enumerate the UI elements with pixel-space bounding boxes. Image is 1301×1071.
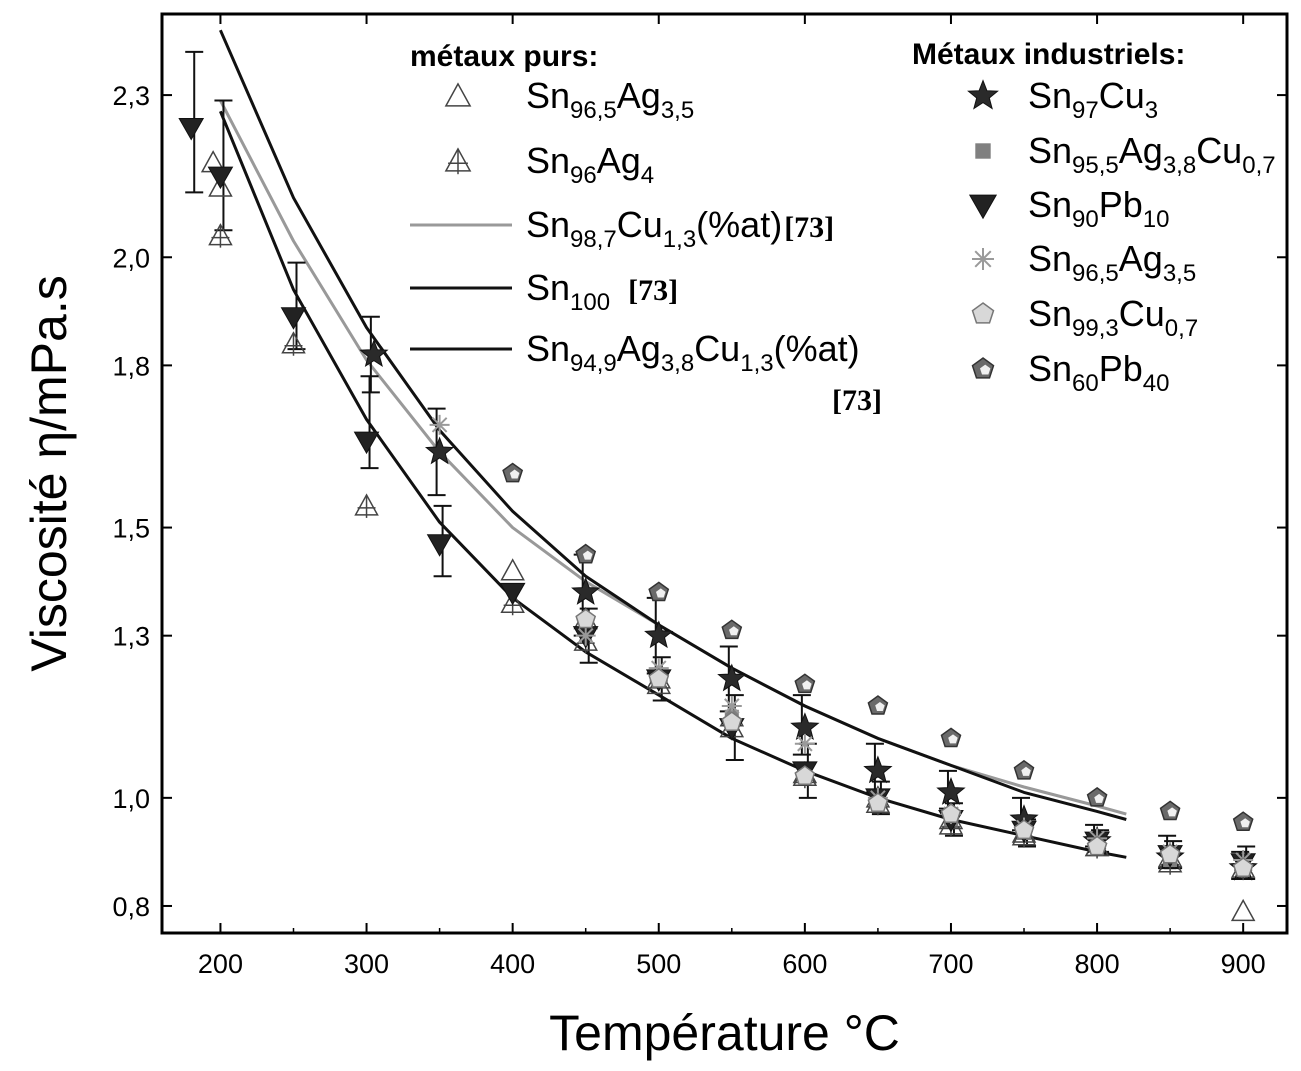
point-pentagon-dark [648, 581, 670, 602]
point-pentagon-dark [940, 727, 962, 748]
x-tick-label: 500 [636, 949, 681, 979]
legend-swatch-triangle-down [968, 194, 998, 220]
x-tick-label: 800 [1075, 949, 1120, 979]
point-pentagon-light [1232, 857, 1254, 877]
point-pentagon-light [1086, 835, 1108, 856]
point-pentagon-dark [1159, 800, 1181, 821]
legend-label: Sn100 [73] [526, 267, 678, 316]
fit-curves-layer [219, 29, 1127, 859]
plot-frame [160, 12, 1289, 935]
point-pentagon-dark [794, 673, 816, 694]
legend-swatch-triangle-open [444, 82, 472, 107]
x-tick-label: 700 [928, 949, 973, 979]
point-pentagon-dark [1013, 759, 1035, 780]
x-tick-label: 300 [344, 949, 389, 979]
point-pentagon-dark [867, 695, 889, 715]
point-pentagon-light [1159, 843, 1181, 864]
legend-pure-metals-title: métaux purs: [410, 40, 598, 73]
legend-label: Sn90Pb10 [1028, 184, 1170, 233]
y-tick-label: 1,5 [112, 514, 150, 544]
x-tick-label: 400 [490, 949, 535, 979]
point-pentagon-light [940, 803, 962, 823]
point-pentagon-dark [502, 462, 524, 483]
point-pentagon-light [1013, 819, 1035, 840]
point-pentagon-light [648, 667, 670, 688]
legend-swatch-square [975, 143, 991, 159]
y-tick-label: 1,3 [112, 622, 150, 652]
x-tick-label: 900 [1221, 949, 1266, 979]
point-pentagon-dark [721, 619, 743, 640]
legend-industrial-metals-title: Métaux industriels: [912, 38, 1185, 71]
y-axis-title: Viscosité η/mPa.s [21, 275, 77, 671]
y-tick-label: 0,8 [112, 892, 150, 922]
axes-layer: 200 300 400 500 600 700 800 900 0,8 1,0 1,3 1,5 1,8 2… [112, 14, 1287, 979]
point-asterisk [794, 733, 815, 754]
point-star [571, 576, 601, 605]
point-triangle-cross [354, 493, 379, 518]
legend-label: Sn97Cu3 [1028, 75, 1158, 124]
legend-label: Sn96Ag4 [526, 140, 654, 189]
legend-swatch-triangle-cross [444, 147, 472, 175]
point-triangle-open [1230, 898, 1256, 922]
point-pentagon-light [867, 792, 889, 813]
point-triangle-down [426, 534, 453, 557]
fit-curve-2 [219, 110, 1127, 859]
point-star [863, 755, 893, 784]
point-triangle-cross [281, 331, 306, 356]
point-pentagon-dark [1086, 786, 1108, 807]
legend-reference: [73] [832, 384, 882, 417]
point-pentagon-dark [575, 543, 597, 564]
legend-label: Sn99,3Cu0,7 [1028, 293, 1198, 342]
legend-swatch-asterisk [972, 248, 994, 270]
x-tick-label: 200 [198, 949, 243, 979]
point-star [936, 777, 966, 805]
legend-swatch-pentagon-dark [971, 357, 995, 379]
x-axis-title: Température °C [549, 1005, 900, 1061]
y-tick-label: 1,0 [112, 784, 150, 814]
point-triangle-open [500, 558, 525, 581]
point-asterisk [429, 414, 450, 435]
y-tick-label: 2,3 [112, 81, 150, 111]
point-triangle-down [353, 431, 380, 455]
point-triangle-cross [208, 223, 233, 248]
point-asterisk [575, 625, 596, 646]
point-triangle-down [499, 582, 526, 606]
fit-curve-1 [219, 29, 1127, 821]
point-star [790, 712, 820, 741]
legend-label: Sn60Pb40 [1028, 348, 1170, 397]
legend-label: Sn94,9Ag3,8Cu1,3(%at) [526, 328, 860, 377]
point-star [644, 620, 674, 649]
point-star [359, 339, 389, 368]
legend-swatch-pentagon-light [971, 302, 995, 324]
legend: Sn96,5Ag3,5 Sn96Ag4 Sn98,7Cu1,3(%at)[73] Sn… [410, 75, 1276, 417]
y-tick-label: 1,8 [112, 351, 150, 381]
point-triangle-down [178, 118, 205, 141]
point-pentagon-light [721, 711, 743, 732]
x-tick-label: 600 [782, 949, 827, 979]
legend-label: Sn96,5Ag3,5 [526, 75, 694, 124]
point-star [717, 663, 747, 692]
data-points-layer [178, 118, 1258, 922]
legend-swatch-star [967, 79, 999, 110]
point-pentagon-light [575, 608, 597, 629]
legend-label: Sn98,7Cu1,3(%at)[73] [526, 204, 834, 253]
y-tick-label: 2,0 [112, 243, 150, 273]
point-star [424, 436, 455, 465]
legend-label: Sn96,5Ag3,5 [1028, 238, 1196, 287]
legend-label: Sn95,5Ag3,8Cu0,7 [1028, 130, 1276, 179]
point-triangle-open [208, 174, 233, 197]
point-triangle-down [280, 307, 307, 330]
point-pentagon-dark [1232, 811, 1254, 832]
point-triangle-down [207, 166, 234, 190]
point-pentagon-light [794, 765, 816, 786]
